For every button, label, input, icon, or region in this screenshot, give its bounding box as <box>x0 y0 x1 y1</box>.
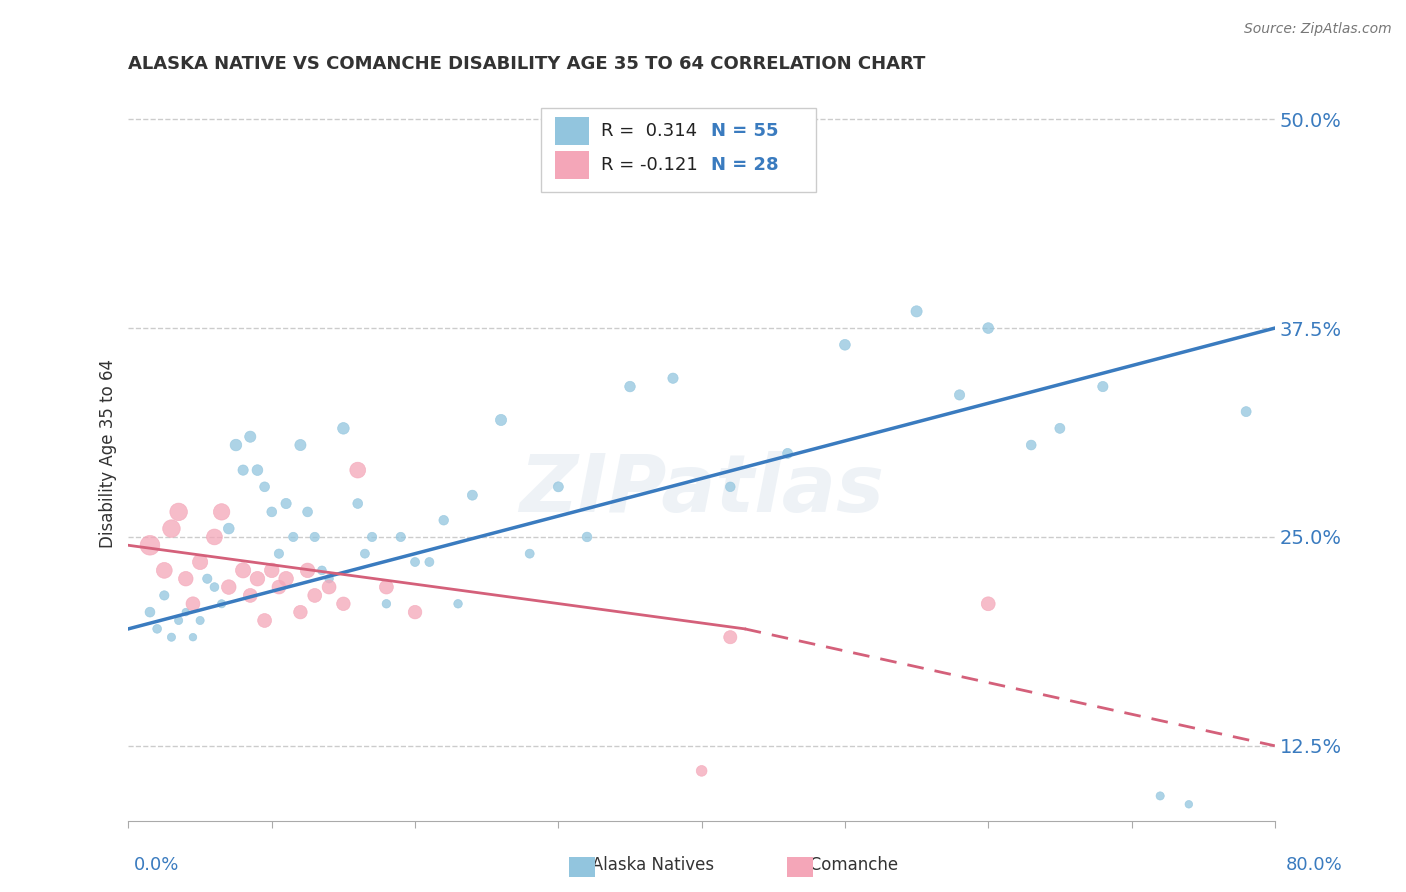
Point <box>290 605 312 619</box>
Text: 80.0%: 80.0% <box>1286 855 1343 873</box>
Point <box>662 371 685 385</box>
Point <box>346 496 368 510</box>
Point <box>304 530 326 544</box>
Point <box>318 580 340 594</box>
Point <box>948 388 970 402</box>
Point <box>1234 404 1257 418</box>
Point <box>575 530 598 544</box>
Point <box>167 614 190 628</box>
Point <box>354 547 377 561</box>
Text: Source: ZipAtlas.com: Source: ZipAtlas.com <box>1244 22 1392 37</box>
Point <box>718 480 741 494</box>
Point <box>375 580 398 594</box>
Point <box>1049 421 1071 435</box>
Point <box>461 488 484 502</box>
Point <box>218 580 240 594</box>
Point <box>139 538 162 552</box>
Text: 0.0%: 0.0% <box>134 855 179 873</box>
Point <box>253 480 276 494</box>
Bar <box>541 108 817 193</box>
Point <box>776 446 799 460</box>
Text: R =  0.314: R = 0.314 <box>600 121 697 140</box>
Point <box>211 505 233 519</box>
Text: N = 28: N = 28 <box>711 156 779 174</box>
Point <box>389 530 412 544</box>
Text: R = -0.121: R = -0.121 <box>600 156 697 174</box>
Point <box>297 505 319 519</box>
Point <box>174 572 197 586</box>
Point <box>218 522 240 536</box>
Point <box>188 555 211 569</box>
Point <box>332 597 354 611</box>
Point <box>195 572 218 586</box>
Point <box>160 522 183 536</box>
Bar <box>555 152 589 179</box>
Point <box>519 547 541 561</box>
Point <box>905 304 928 318</box>
Point <box>260 505 283 519</box>
Point <box>619 379 641 393</box>
Point <box>204 530 226 544</box>
Point <box>204 580 226 594</box>
Point <box>332 421 354 435</box>
Point <box>834 338 856 352</box>
Bar <box>555 117 589 145</box>
Point <box>267 547 290 561</box>
Point <box>181 630 204 644</box>
Text: Comanche: Comanche <box>794 855 898 873</box>
Point <box>361 530 384 544</box>
Point <box>311 563 333 577</box>
Point <box>181 597 204 611</box>
Point <box>211 597 233 611</box>
Point <box>404 555 426 569</box>
Text: ZIPatlas: ZIPatlas <box>519 451 884 529</box>
Point <box>274 496 297 510</box>
Point <box>418 555 440 569</box>
Point <box>260 563 283 577</box>
Point <box>160 630 183 644</box>
Point <box>283 530 305 544</box>
Point <box>232 463 254 477</box>
Point <box>977 321 1000 335</box>
Point <box>167 505 190 519</box>
Point <box>225 438 247 452</box>
Point <box>139 605 162 619</box>
Point <box>232 563 254 577</box>
Point <box>346 463 368 477</box>
Point <box>239 430 262 444</box>
Point <box>274 572 297 586</box>
Point <box>404 605 426 619</box>
Point <box>188 614 211 628</box>
Point <box>447 597 470 611</box>
Point <box>297 563 319 577</box>
Text: ALASKA NATIVE VS COMANCHE DISABILITY AGE 35 TO 64 CORRELATION CHART: ALASKA NATIVE VS COMANCHE DISABILITY AGE… <box>128 55 925 73</box>
Point <box>433 513 456 527</box>
Point <box>1149 789 1171 803</box>
Text: N = 55: N = 55 <box>711 121 779 140</box>
Point <box>246 463 269 477</box>
Point <box>375 597 398 611</box>
Point <box>318 572 340 586</box>
Point <box>1019 438 1042 452</box>
Point <box>153 563 176 577</box>
Point <box>547 480 569 494</box>
Point <box>304 589 326 603</box>
Point <box>718 630 741 644</box>
Text: Alaska Natives: Alaska Natives <box>576 855 714 873</box>
Point <box>239 589 262 603</box>
Y-axis label: Disability Age 35 to 64: Disability Age 35 to 64 <box>100 359 117 548</box>
Point <box>146 622 169 636</box>
Point <box>489 413 512 427</box>
Point <box>977 597 1000 611</box>
Point <box>267 580 290 594</box>
Point <box>253 614 276 628</box>
Point <box>153 589 176 603</box>
Point <box>1178 797 1201 812</box>
Point <box>690 764 713 778</box>
Point <box>246 572 269 586</box>
Point <box>1091 379 1114 393</box>
Point <box>290 438 312 452</box>
Point <box>174 605 197 619</box>
